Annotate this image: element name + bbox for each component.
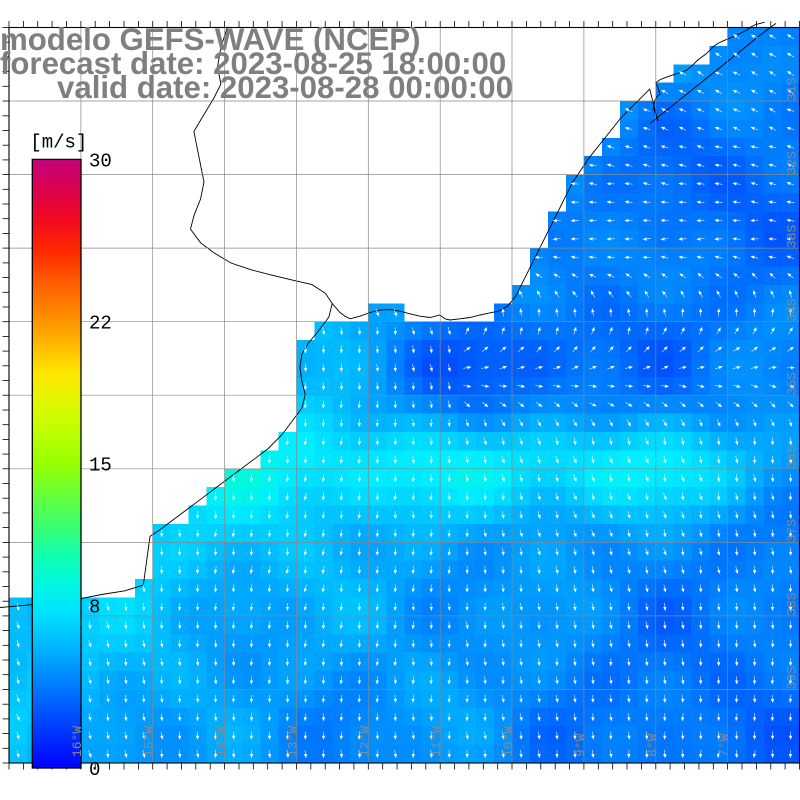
svg-text:35S: 35S — [785, 372, 800, 396]
svg-text:33S: 33S — [785, 224, 800, 248]
svg-text:11°W: 11°W — [429, 726, 444, 757]
svg-text:8: 8 — [89, 597, 100, 619]
svg-text:valid date: 2023-08-28 00:00:0: valid date: 2023-08-28 00:00:00 — [57, 70, 513, 105]
svg-text:36S: 36S — [785, 445, 800, 469]
svg-text:34S: 34S — [785, 298, 800, 322]
svg-text:7°W: 7°W — [717, 733, 732, 757]
svg-text:39S: 39S — [785, 666, 800, 690]
svg-text:16°W: 16°W — [70, 726, 85, 757]
svg-text:9°W: 9°W — [573, 733, 588, 757]
svg-text:14°W: 14°W — [214, 726, 229, 757]
svg-text:37S: 37S — [785, 519, 800, 543]
svg-text:[m/s]: [m/s] — [30, 131, 87, 153]
svg-text:30: 30 — [89, 150, 112, 172]
svg-text:8°W: 8°W — [645, 733, 660, 757]
svg-text:32S: 32S — [785, 151, 800, 175]
svg-text:15°W: 15°W — [142, 726, 157, 757]
svg-text:31S: 31S — [785, 77, 800, 101]
svg-text:13°W: 13°W — [286, 726, 301, 757]
svg-text:10°W: 10°W — [501, 726, 516, 757]
svg-text:15: 15 — [89, 455, 112, 477]
svg-text:0: 0 — [89, 759, 100, 781]
svg-text:12°W: 12°W — [357, 726, 372, 757]
svg-text:22: 22 — [89, 313, 112, 335]
svg-text:38S: 38S — [785, 592, 800, 616]
